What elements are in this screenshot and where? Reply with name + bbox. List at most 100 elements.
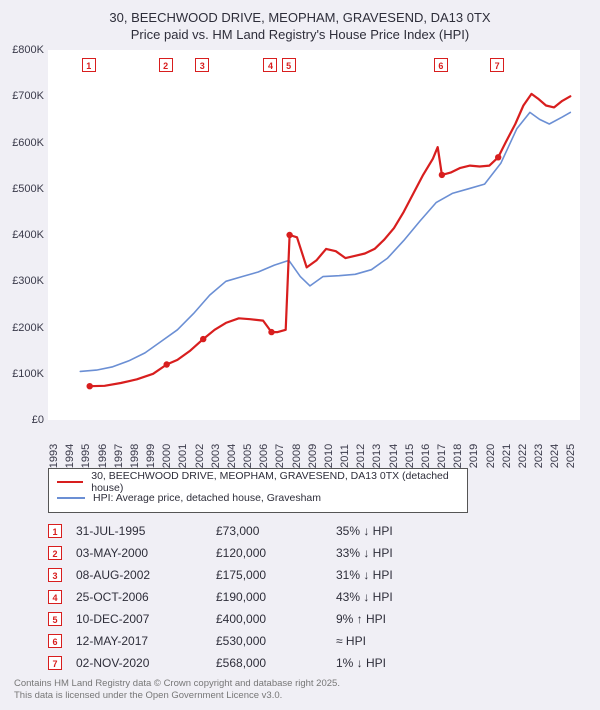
sale-marker-box: 3 xyxy=(195,58,209,72)
sales-row-hpi: 33% ↓ HPI xyxy=(336,546,456,560)
sale-marker-box: 1 xyxy=(82,58,96,72)
x-axis-tick-label: 2021 xyxy=(501,444,513,468)
x-axis-tick-label: 2019 xyxy=(468,444,480,468)
sale-point-marker xyxy=(87,383,93,389)
legend-swatch xyxy=(57,497,85,499)
sales-row-date: 31-JUL-1995 xyxy=(76,524,216,538)
footer-line2: This data is licensed under the Open Gov… xyxy=(14,690,340,702)
x-axis-tick-label: 2007 xyxy=(274,444,286,468)
sale-point-marker xyxy=(439,172,445,178)
x-axis-tick-label: 2015 xyxy=(404,444,416,468)
sales-row-date: 10-DEC-2007 xyxy=(76,612,216,626)
x-axis-tick-label: 2024 xyxy=(549,444,561,468)
legend-swatch xyxy=(57,481,83,483)
sales-row-date: 25-OCT-2006 xyxy=(76,590,216,604)
sale-point-marker xyxy=(200,336,206,342)
y-axis-tick-label: £100K xyxy=(0,368,44,380)
sale-point-marker xyxy=(495,154,501,160)
sales-table-row: 308-AUG-2002£175,00031% ↓ HPI xyxy=(48,564,456,586)
x-axis-tick-label: 2010 xyxy=(323,444,335,468)
sales-row-hpi: 1% ↓ HPI xyxy=(336,656,456,670)
sales-table-row: 7 02-NOV-2020£568,0001% ↓ HPI xyxy=(48,652,456,674)
x-axis-tick-label: 2003 xyxy=(210,444,222,468)
x-axis-tick-label: 2016 xyxy=(420,444,432,468)
x-axis-tick-label: 1994 xyxy=(64,444,76,468)
x-axis-tick-label: 2018 xyxy=(452,444,464,468)
footer-attribution: Contains HM Land Registry data © Crown c… xyxy=(14,678,340,702)
x-axis-tick-label: 1993 xyxy=(48,444,60,468)
x-axis-tick-label: 1997 xyxy=(113,444,125,468)
sales-row-hpi: ≈ HPI xyxy=(336,634,456,648)
y-axis-tick-label: £700K xyxy=(0,90,44,102)
sales-row-hpi: 43% ↓ HPI xyxy=(336,590,456,604)
sales-row-hpi: 9% ↑ HPI xyxy=(336,612,456,626)
sales-row-price: £568,000 xyxy=(216,656,336,670)
footer-line1: Contains HM Land Registry data © Crown c… xyxy=(14,678,340,690)
sale-marker-box: 5 xyxy=(282,58,296,72)
sale-marker-box: 6 xyxy=(434,58,448,72)
chart-legend: 30, BEECHWOOD DRIVE, MEOPHAM, GRAVESEND,… xyxy=(48,468,468,513)
sales-table-row: 1 31-JUL-1995£73,00035% ↓ HPI xyxy=(48,520,456,542)
sales-table-row: 2 03-MAY-2000£120,00033% ↓ HPI xyxy=(48,542,456,564)
x-axis-tick-label: 2001 xyxy=(177,444,189,468)
legend-label: 30, BEECHWOOD DRIVE, MEOPHAM, GRAVESEND,… xyxy=(91,470,459,494)
x-axis-tick-label: 2025 xyxy=(565,444,577,468)
sales-row-hpi: 35% ↓ HPI xyxy=(336,524,456,538)
sale-marker-box: 2 xyxy=(159,58,173,72)
x-axis-tick-label: 2009 xyxy=(307,444,319,468)
sales-table: 1 31-JUL-1995£73,00035% ↓ HPI 2 03-MAY-2000… xyxy=(48,520,456,674)
sales-row-marker: 4 xyxy=(48,590,62,604)
y-axis-tick-label: £300K xyxy=(0,275,44,287)
x-axis-tick-label: 2014 xyxy=(388,444,400,468)
x-axis-tick-label: 2004 xyxy=(226,444,238,468)
chart-titles: 30, BEECHWOOD DRIVE, MEOPHAM, GRAVESEND,… xyxy=(0,0,600,42)
sales-row-marker: 6 xyxy=(48,634,62,648)
sales-row-date: 03-MAY-2000 xyxy=(76,546,216,560)
sales-row-marker: 2 xyxy=(48,546,62,560)
sales-row-marker: 5 xyxy=(48,612,62,626)
x-axis-tick-label: 2022 xyxy=(517,444,529,468)
x-axis-tick-label: 2013 xyxy=(371,444,383,468)
sale-point-marker xyxy=(268,329,274,335)
x-axis-tick-label: 1996 xyxy=(97,444,109,468)
sales-row-marker: 1 xyxy=(48,524,62,538)
x-axis-tick-label: 2005 xyxy=(242,444,254,468)
sales-row-price: £530,000 xyxy=(216,634,336,648)
sales-row-date: 08-AUG-2002 xyxy=(76,568,216,582)
x-axis-tick-label: 2011 xyxy=(339,444,351,468)
x-axis-tick-label: 2020 xyxy=(485,444,497,468)
x-axis-tick-label: 2017 xyxy=(436,444,448,468)
sale-marker-box: 7 xyxy=(490,58,504,72)
sales-row-date: 02-NOV-2020 xyxy=(76,656,216,670)
sales-table-row: 5 10-DEC-2007£400,0009% ↑ HPI xyxy=(48,608,456,630)
y-axis-tick-label: £200K xyxy=(0,322,44,334)
x-axis-tick-label: 1998 xyxy=(129,444,141,468)
sale-point-marker xyxy=(164,361,170,367)
sales-row-date: 12-MAY-2017 xyxy=(76,634,216,648)
sales-row-price: £175,000 xyxy=(216,568,336,582)
chart-title-line2: Price paid vs. HM Land Registry's House … xyxy=(0,27,600,42)
y-axis-tick-label: £400K xyxy=(0,229,44,241)
chart-title-line1: 30, BEECHWOOD DRIVE, MEOPHAM, GRAVESEND,… xyxy=(0,10,600,25)
x-axis-tick-label: 2000 xyxy=(161,444,173,468)
x-axis-tick-label: 1999 xyxy=(145,444,157,468)
chart-svg xyxy=(48,50,580,420)
sales-row-marker: 7 xyxy=(48,656,62,670)
root: 30, BEECHWOOD DRIVE, MEOPHAM, GRAVESEND,… xyxy=(0,0,600,710)
sales-row-price: £120,000 xyxy=(216,546,336,560)
sales-row-price: £400,000 xyxy=(216,612,336,626)
sales-table-row: 4 25-OCT-2006£190,00043% ↓ HPI xyxy=(48,586,456,608)
chart-plot-area xyxy=(48,50,580,420)
x-axis-tick-label: 2023 xyxy=(533,444,545,468)
sales-row-hpi: 31% ↓ HPI xyxy=(336,568,456,582)
x-axis-tick-label: 2006 xyxy=(258,444,270,468)
y-axis-tick-label: £0 xyxy=(0,414,44,426)
x-axis-tick-label: 2012 xyxy=(355,444,367,468)
sales-table-row: 6 12-MAY-2017£530,000≈ HPI xyxy=(48,630,456,652)
x-axis-tick-label: 2002 xyxy=(194,444,206,468)
legend-item: 30, BEECHWOOD DRIVE, MEOPHAM, GRAVESEND,… xyxy=(57,474,459,490)
x-axis-tick-label: 1995 xyxy=(80,444,92,468)
sales-row-price: £190,000 xyxy=(216,590,336,604)
legend-label: HPI: Average price, detached house, Grav… xyxy=(93,492,321,504)
sales-row-price: £73,000 xyxy=(216,524,336,538)
